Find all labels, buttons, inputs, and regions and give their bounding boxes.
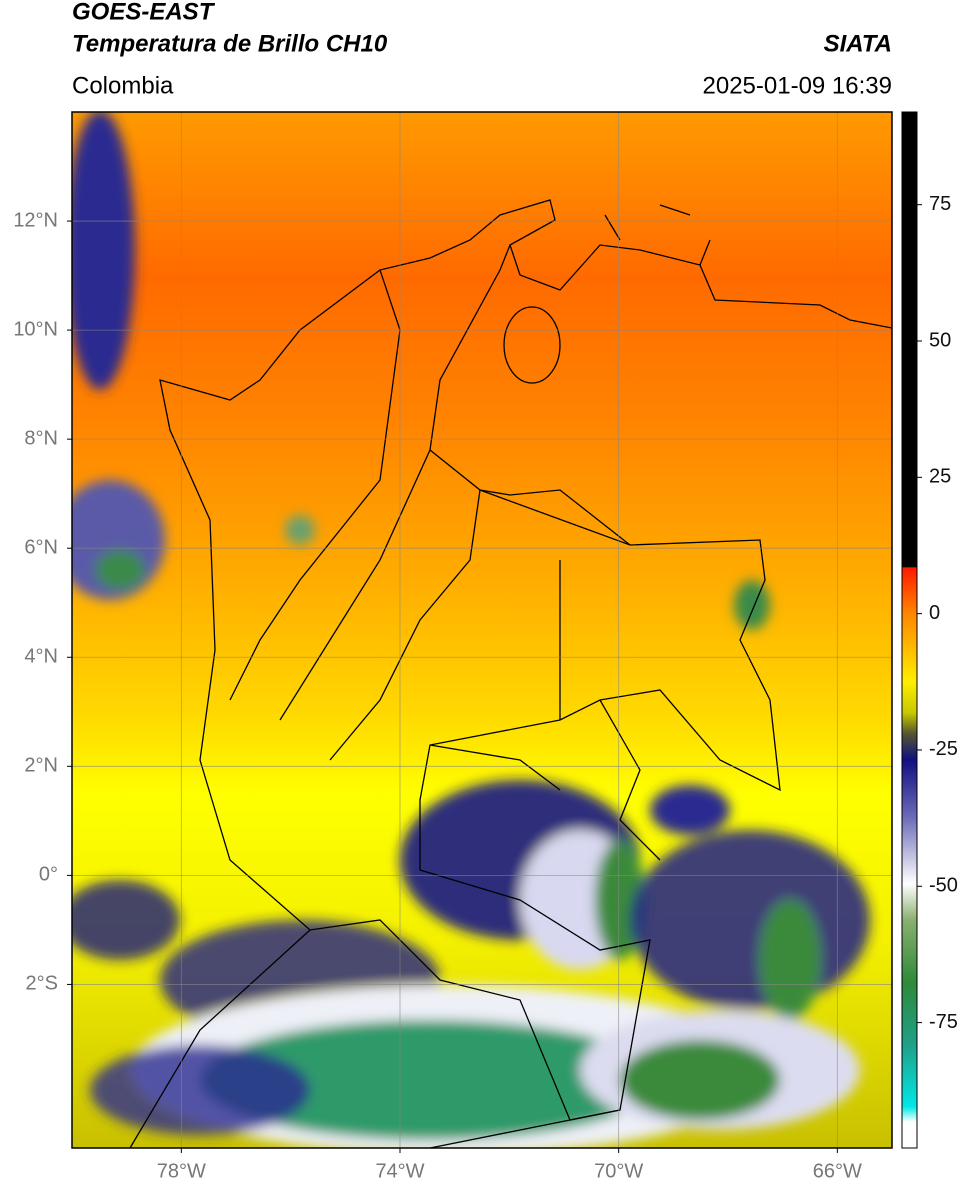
lat-tick-label: 2°N [24, 755, 58, 777]
colorbar-tick-label: 75 [929, 193, 951, 215]
colorbar-tick-label: -25 [929, 738, 958, 760]
lon-tick-label: 74°W [375, 1160, 424, 1182]
map-frame [71, 111, 893, 1149]
map-image [72, 112, 892, 1148]
lat-tick-label: 4°N [24, 646, 58, 668]
lon-tick-label: 70°W [594, 1160, 643, 1182]
colorbar-tick-label: 25 [929, 466, 951, 488]
title: GOES-EAST [72, 0, 216, 25]
colorbar [901, 111, 918, 1149]
lat-tick-label: 8°N [24, 427, 58, 449]
lon-tick-label: 78°W [157, 1160, 206, 1182]
colorbar-tick-label: -50 [929, 875, 958, 897]
region: Colombia [72, 72, 174, 99]
timestamp: 2025-01-09 16:39 [703, 72, 893, 99]
lat-tick-label: 10°N [13, 318, 58, 340]
lat-tick-label: 0° [39, 864, 58, 886]
subtitle: Temperatura de Brillo CH10 [72, 30, 388, 57]
lat-tick-label: 6°N [24, 536, 58, 558]
lon-tick-label: 66°W [813, 1160, 862, 1182]
colorbar-tick-label: -75 [929, 1011, 958, 1033]
lat-tick-label: 12°N [13, 209, 58, 231]
colorbar-tick-label: 0 [929, 602, 940, 624]
colorbar-tick-label: 50 [929, 329, 951, 351]
lat-tick-label: 2°S [26, 973, 58, 995]
source: SIATA [824, 30, 892, 57]
